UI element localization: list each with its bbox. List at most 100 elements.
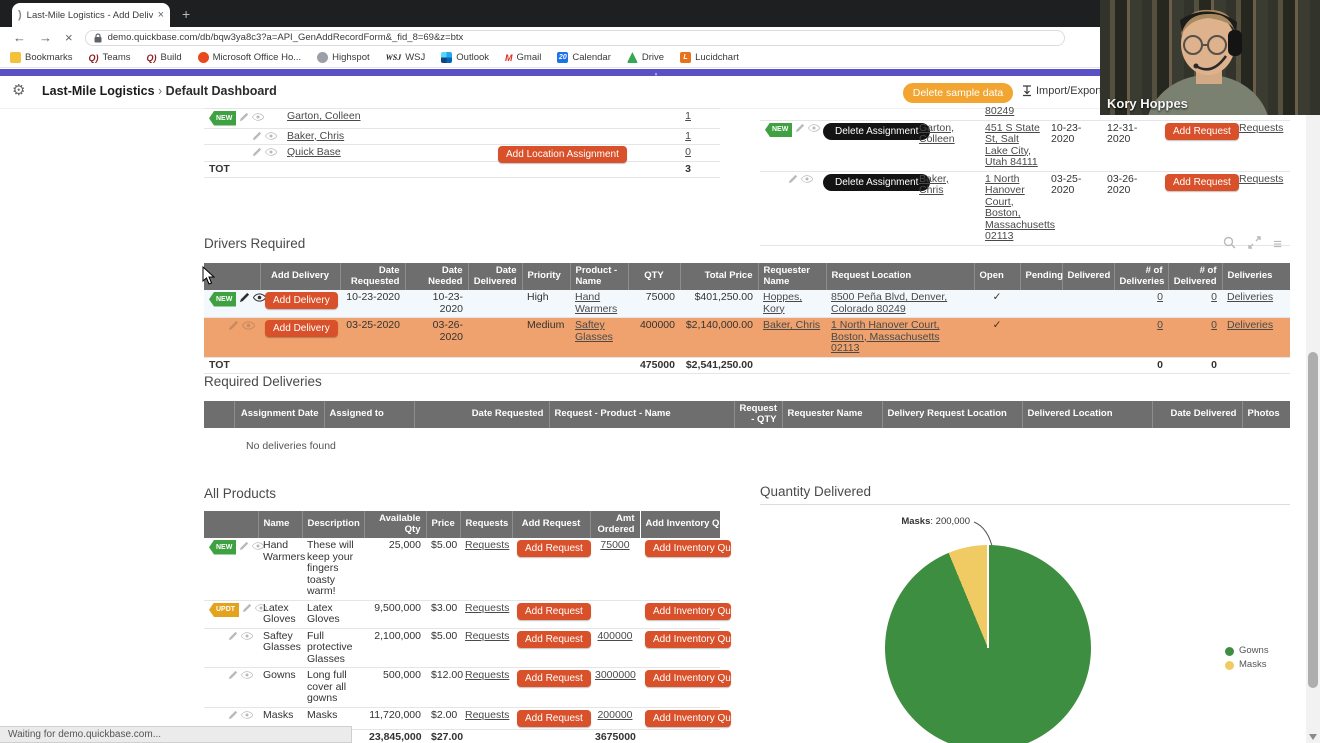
- col-amt-ordered[interactable]: Amt Ordered: [590, 511, 641, 538]
- col-request-location[interactable]: Request Location: [826, 263, 975, 290]
- add-delivery-button[interactable]: Add Delivery: [265, 320, 338, 337]
- col-assignment-date[interactable]: Assignment Date: [234, 401, 325, 428]
- requester-link[interactable]: Hoppes, Kory: [763, 291, 803, 315]
- col-date-delivered[interactable]: Date Delivered: [468, 263, 523, 290]
- edit-icon[interactable]: [228, 670, 238, 680]
- col-name[interactable]: Name: [258, 511, 303, 538]
- add-request-button[interactable]: Add Request: [517, 540, 591, 557]
- requests-link[interactable]: Requests: [1239, 121, 1284, 134]
- edit-icon[interactable]: [239, 112, 249, 122]
- driver-link[interactable]: Garton, Colleen: [919, 121, 955, 145]
- add-delivery-button[interactable]: Add Delivery: [265, 292, 338, 309]
- col-qty[interactable]: QTY: [628, 263, 681, 290]
- expand-icon[interactable]: [1248, 236, 1261, 254]
- col-description[interactable]: Description: [302, 511, 365, 538]
- amt-ordered-link[interactable]: 400000: [597, 629, 633, 642]
- legend-item[interactable]: Masks: [1225, 658, 1269, 672]
- view-icon[interactable]: [264, 131, 278, 140]
- col-date-requested[interactable]: Date Requested: [340, 263, 406, 290]
- col-requester-name[interactable]: Requester Name: [782, 401, 883, 428]
- delete-sample-data-button[interactable]: Delete sample data: [903, 83, 1013, 103]
- edit-icon[interactable]: [228, 710, 238, 720]
- requests-link[interactable]: Requests: [465, 601, 510, 614]
- add-inventory-quantity-button[interactable]: Add Inventory Quantity: [645, 602, 731, 620]
- amt-ordered-link[interactable]: 3000000: [595, 669, 636, 681]
- scroll-down-icon[interactable]: [1309, 734, 1317, 740]
- assignee-link[interactable]: Baker, Chris: [287, 129, 345, 142]
- requests-link[interactable]: Requests: [465, 708, 510, 721]
- add-inventory-quantity-button[interactable]: Add Inventory Quantity: [645, 670, 731, 687]
- count-link[interactable]: 0: [685, 146, 691, 158]
- add-request-button[interactable]: Add Request: [1165, 173, 1239, 191]
- assignee-link[interactable]: Garton, Colleen: [287, 110, 361, 122]
- col-price[interactable]: Price: [426, 511, 461, 538]
- edit-icon[interactable]: [228, 320, 239, 331]
- add-request-button[interactable]: Add Request: [1165, 122, 1239, 140]
- add-location-assignment-button[interactable]: Add Location Assignment: [498, 146, 627, 163]
- col-add-inventory-quantity[interactable]: Add Inventory Quantity: [640, 511, 721, 538]
- col-requester-name[interactable]: Requester Name: [758, 263, 827, 290]
- deliveries-link[interactable]: Deliveries: [1227, 291, 1274, 303]
- add-inventory-quantity-button[interactable]: Add Inventory Quantity: [645, 630, 731, 648]
- view-icon[interactable]: [240, 710, 254, 719]
- col-delivered[interactable]: Delivered: [1062, 263, 1115, 290]
- location-link[interactable]: 1 North Hanover Court, Boston, Massachus…: [831, 319, 940, 354]
- product-link[interactable]: Saftey Glasses: [575, 319, 613, 343]
- amt-ordered-link[interactable]: 200000: [597, 708, 633, 721]
- stop-icon[interactable]: ×: [65, 30, 73, 45]
- col-available-qty[interactable]: Available Qty: [364, 511, 427, 538]
- view-icon[interactable]: [241, 321, 256, 330]
- partial-address-link[interactable]: 80249: [985, 105, 1015, 117]
- col-delivery-request-location[interactable]: Delivery Request Location: [882, 401, 1023, 428]
- edit-icon[interactable]: [252, 131, 262, 141]
- col-product-name[interactable]: Product - Name: [570, 263, 629, 290]
- add-inventory-quantity-button[interactable]: Add Inventory Quantity: [645, 709, 731, 727]
- col-request-qty[interactable]: Request - QTY: [734, 401, 783, 428]
- browser-tab[interactable]: ) Last-Mile Logistics - Add Deliver ×: [12, 3, 170, 27]
- bookmark-outlook[interactable]: Outlook: [441, 52, 489, 63]
- bookmark-wsj[interactable]: WSJ WSJ: [385, 52, 426, 63]
- col-priority[interactable]: Priority: [522, 263, 571, 290]
- edit-icon[interactable]: [239, 292, 250, 303]
- app-name[interactable]: Last-Mile Logistics: [42, 84, 155, 98]
- view-icon[interactable]: [264, 148, 278, 156]
- bookmark-bookmarks[interactable]: Bookmarks: [10, 52, 73, 63]
- scrollbar-thumb[interactable]: [1308, 352, 1318, 688]
- bookmark-office[interactable]: Microsoft Office Ho...: [197, 52, 301, 63]
- col-pending[interactable]: Pending: [1020, 263, 1063, 290]
- requests-link[interactable]: Requests: [465, 669, 510, 681]
- scrollbar[interactable]: [1306, 76, 1320, 743]
- view-icon[interactable]: [808, 124, 821, 132]
- requests-link[interactable]: Requests: [1239, 172, 1284, 185]
- delete-assignment-button[interactable]: Delete Assignment: [823, 122, 931, 140]
- add-inventory-quantity-button[interactable]: Add Inventory Quantity: [645, 540, 731, 557]
- bookmark-drive[interactable]: Drive: [626, 52, 664, 63]
- location-link[interactable]: 8500 Peña Blvd, Denver, Colorado 80249: [831, 291, 948, 315]
- col-date-delivered[interactable]: Date Delivered: [1152, 401, 1243, 428]
- col-total-price[interactable]: Total Price: [680, 263, 759, 290]
- edit-icon[interactable]: [788, 174, 798, 184]
- bookmark-teams[interactable]: Q) Teams: [88, 52, 131, 63]
- driver-link[interactable]: Baker, Chris: [919, 172, 949, 196]
- col-add-delivery[interactable]: Add Delivery: [260, 263, 341, 290]
- col-assigned-to[interactable]: Assigned to: [324, 401, 415, 428]
- forward-icon[interactable]: →: [39, 30, 52, 45]
- col-date-needed[interactable]: Date Needed: [405, 263, 469, 290]
- menu-icon[interactable]: ≡: [1273, 236, 1282, 253]
- col-photos[interactable]: Photos: [1242, 401, 1291, 428]
- edit-icon[interactable]: [242, 603, 252, 613]
- search-icon[interactable]: [1223, 236, 1236, 254]
- bookmark-calendar[interactable]: 20 Calendar: [557, 52, 611, 63]
- num-deliveries-link[interactable]: 0: [1157, 291, 1163, 303]
- requests-link[interactable]: Requests: [465, 629, 510, 642]
- col-requests[interactable]: Requests: [460, 511, 513, 538]
- add-request-button[interactable]: Add Request: [517, 709, 591, 727]
- gear-icon[interactable]: ⚙: [12, 82, 26, 99]
- bookmark-gmail[interactable]: M Gmail: [505, 52, 542, 63]
- bookmark-highspot[interactable]: Highspot: [317, 52, 370, 63]
- address-link[interactable]: 451 S State St, Salt Lake City, Utah 841…: [985, 121, 1040, 168]
- edit-icon[interactable]: [239, 541, 249, 551]
- col-num-delivered[interactable]: # of Delivered: [1168, 263, 1223, 290]
- url-field[interactable]: demo.quickbase.com/db/bqw3ya8c3?a=API_Ge…: [84, 29, 1065, 46]
- product-link[interactable]: Hand Warmers: [575, 291, 618, 315]
